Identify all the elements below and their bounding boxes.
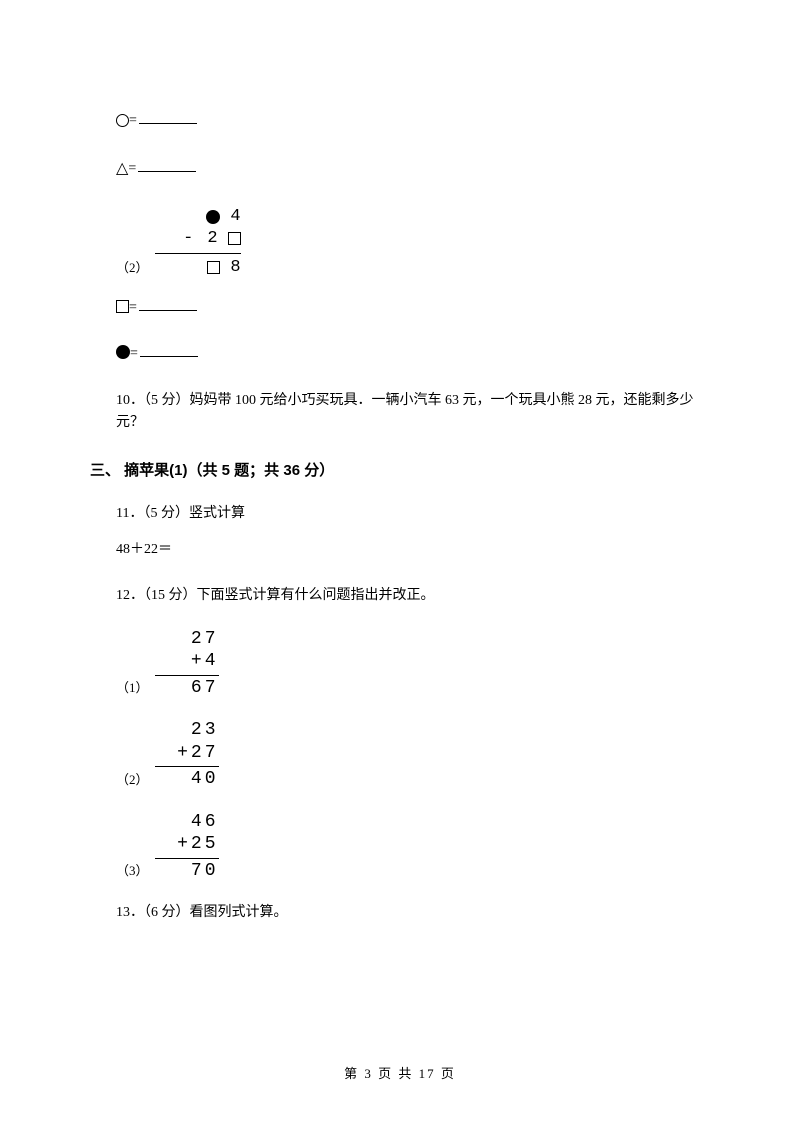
triangle-icon: △ — [116, 156, 128, 182]
page-footer: 第 3 页 共 17 页 — [0, 1063, 800, 1082]
eq-text: = — [129, 300, 137, 315]
math-row: +27 — [155, 742, 219, 765]
q11: 11．（5 分）竖式计算 — [116, 503, 710, 525]
filled-circle-icon — [116, 345, 130, 359]
triangle-equals: △= — [116, 156, 710, 182]
section3-title: 三、 摘苹果(1)（共 5 题；共 36 分） — [90, 459, 710, 483]
math-rule — [155, 675, 219, 676]
eq-text: = — [130, 346, 138, 361]
square-equals: = — [116, 297, 710, 319]
eq-text: = — [129, 113, 137, 128]
dot-equals: = — [116, 343, 710, 365]
circle-equals: = — [116, 110, 710, 132]
page-content: = △= （2） 4 - 2 8 — [0, 0, 800, 925]
math-row: 40 — [155, 768, 219, 791]
vertical-math: 27 +4 67 — [155, 628, 219, 700]
q12-item-1: （1） 27 +4 67 — [116, 628, 710, 700]
blank-line — [140, 343, 198, 357]
math-row: 67 — [155, 677, 219, 700]
math-rule — [155, 253, 241, 254]
item-label: （1） — [116, 678, 149, 699]
digit: 8 — [230, 257, 240, 280]
q10: 10．（5 分）妈妈带 100 元给小巧买玩具．一辆小汽车 63 元，一个玩具小… — [116, 390, 710, 435]
square-icon — [207, 261, 220, 274]
item-label: （2） — [116, 770, 149, 791]
q12-item-3: （3） 46 +25 70 — [116, 811, 710, 883]
sub2-label: （2） — [116, 258, 149, 279]
math-row: 27 — [155, 628, 219, 651]
math-rule — [155, 766, 219, 767]
sub2-block: （2） 4 - 2 8 — [116, 206, 710, 279]
digit: 2 — [207, 228, 217, 251]
q11-expr: 48＋22＝ — [116, 539, 710, 561]
q13: 13．（6 分）看图列式计算。 — [116, 902, 710, 924]
blank-line — [139, 110, 197, 124]
shape-subtraction: 4 - 2 8 — [155, 206, 241, 279]
q12-item-2: （2） 23 +27 40 — [116, 719, 710, 791]
vertical-math: 23 +27 40 — [155, 719, 219, 791]
digit: 4 — [230, 206, 240, 229]
square-icon — [116, 300, 129, 313]
eq-text: = — [128, 161, 136, 176]
math-row: 46 — [155, 811, 219, 834]
vertical-math: 46 +25 70 — [155, 811, 219, 883]
q12: 12．（15 分）下面竖式计算有什么问题指出并改正。 — [116, 585, 710, 607]
filled-circle-icon — [206, 210, 220, 224]
item-label: （3） — [116, 861, 149, 882]
circle-icon — [116, 114, 129, 127]
math-rule — [155, 858, 219, 859]
square-icon — [228, 232, 241, 245]
math-row: +25 — [155, 833, 219, 856]
blank-line — [138, 158, 196, 172]
blank-line — [139, 297, 197, 311]
minus-sign: - — [183, 228, 193, 251]
math-row: +4 — [155, 650, 219, 673]
q10-text: 10．（5 分）妈妈带 100 元给小巧买玩具．一辆小汽车 63 元，一个玩具小… — [116, 393, 694, 430]
math-row: 70 — [155, 860, 219, 883]
math-row: 23 — [155, 719, 219, 742]
